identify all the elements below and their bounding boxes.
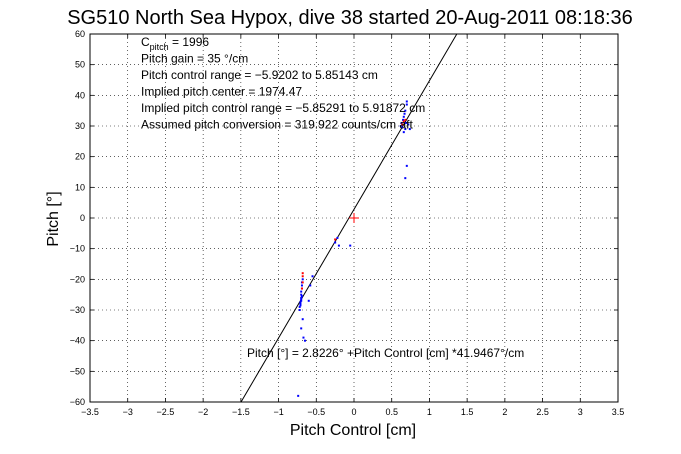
blue-data-point	[403, 112, 406, 115]
blue-data-point	[402, 118, 405, 121]
blue-data-point	[301, 278, 304, 281]
blue-data-point	[336, 236, 339, 239]
y-axis-label: Pitch [°]	[45, 191, 62, 246]
y-tick-label: 20	[75, 152, 85, 162]
blue-data-point	[300, 290, 303, 293]
red-data-point	[404, 118, 407, 121]
x-tick-label: 3.5	[612, 407, 625, 417]
x-tick-label: −2.5	[157, 407, 175, 417]
x-tick-label: 3	[578, 407, 583, 417]
red-data-point	[401, 123, 404, 126]
blue-data-point	[300, 327, 303, 330]
blue-data-point	[404, 128, 407, 131]
x-axis-label: Pitch Control [cm]	[290, 422, 416, 439]
red-data-point	[334, 238, 337, 241]
blue-data-point	[300, 293, 303, 296]
blue-data-point	[404, 109, 407, 112]
blue-data-point	[297, 394, 300, 397]
blue-data-point	[300, 298, 303, 301]
y-tick-label: −20	[70, 274, 85, 284]
x-tick-label: 0.5	[385, 407, 398, 417]
blue-data-point	[408, 128, 411, 131]
annotation-line: Pitch gain = 35 °/cm	[141, 52, 248, 66]
fit-line	[240, 33, 458, 403]
blue-data-point	[349, 244, 352, 247]
x-tick-label: −2	[198, 407, 208, 417]
blue-data-point	[299, 302, 302, 305]
x-tick-label: −1	[273, 407, 283, 417]
red-data-point	[301, 281, 304, 284]
x-tick-label: −0.5	[307, 407, 325, 417]
y-tick-label: 30	[75, 121, 85, 131]
annotation-line: Implied pitch center = 1974.47	[141, 85, 302, 99]
y-tick-label: −50	[70, 366, 85, 376]
y-tick-label: −30	[70, 305, 85, 315]
plot-area	[89, 33, 619, 403]
red-data-point	[301, 275, 304, 278]
x-tick-label: −1.5	[232, 407, 250, 417]
axis-ticks: −3.5 −3 −2.5 −2 −1.5 −1 −0.5 0 0.5 1 1.5 2 2.5 3 3.5 −6…	[70, 29, 625, 417]
blue-data-point	[302, 336, 305, 339]
y-tick-label: −40	[70, 336, 85, 346]
blue-data-point	[337, 244, 340, 247]
blue-data-point	[405, 103, 408, 106]
blue-data-point	[402, 131, 405, 134]
blue-data-point	[334, 241, 337, 244]
blue-data-point	[300, 299, 303, 302]
red-data-point	[300, 287, 303, 290]
blue-data-point	[405, 164, 408, 167]
x-tick-label: −3	[123, 407, 133, 417]
blue-data-point	[301, 318, 304, 321]
blue-data-point	[309, 284, 312, 287]
x-tick-label: 2.5	[536, 407, 549, 417]
blue-data-point	[303, 339, 306, 342]
fit-equation-label: Pitch [°] = 2.8226° +Pitch Control [cm] …	[247, 346, 524, 360]
blue-data-point	[400, 121, 403, 124]
blue-data-point	[298, 305, 301, 308]
annotation-line: Assumed pitch conversion = 319.922 count…	[141, 118, 413, 132]
x-tick-label: −3.5	[81, 407, 99, 417]
x-tick-label: 2	[502, 407, 507, 417]
blue-data-point	[298, 309, 301, 311]
x-tick-label: 1	[427, 407, 432, 417]
y-tick-label: 50	[75, 60, 85, 70]
blue-data-point	[405, 100, 408, 103]
y-tick-label: 60	[75, 29, 85, 39]
y-tick-label: −60	[70, 397, 85, 407]
blue-data-point	[300, 296, 303, 299]
data-points	[297, 100, 411, 397]
blue-data-point	[404, 177, 407, 180]
chart-title: SG510 North Sea Hypox, dive 38 started 2…	[67, 7, 633, 29]
blue-data-point	[311, 275, 314, 278]
blue-data-point	[299, 301, 302, 304]
center-marker	[349, 213, 359, 223]
blue-data-point	[307, 299, 310, 302]
blue-data-point	[399, 125, 402, 127]
red-data-point	[402, 120, 405, 123]
y-tick-label: 0	[80, 213, 85, 223]
x-tick-label: 0	[351, 407, 356, 417]
blue-data-point	[402, 115, 405, 118]
blue-data-point	[407, 123, 410, 126]
annotation-line: Implied pitch control range = −5.85291 t…	[141, 101, 425, 115]
x-tick-label: 1.5	[461, 407, 474, 417]
fit-line-group	[240, 33, 458, 403]
y-tick-label: 10	[75, 182, 85, 192]
annotation-line: Pitch control range = −5.9202 to 5.85143…	[141, 68, 378, 82]
y-tick-label: −10	[70, 244, 85, 254]
annotation-line: Cpitch = 1996	[141, 35, 209, 52]
blue-data-point	[299, 304, 302, 307]
blue-data-point	[300, 295, 303, 298]
blue-data-point	[405, 121, 408, 124]
blue-data-point	[401, 126, 404, 129]
y-tick-label: 40	[75, 90, 85, 100]
blue-data-point	[300, 284, 303, 287]
red-data-point	[301, 272, 304, 275]
